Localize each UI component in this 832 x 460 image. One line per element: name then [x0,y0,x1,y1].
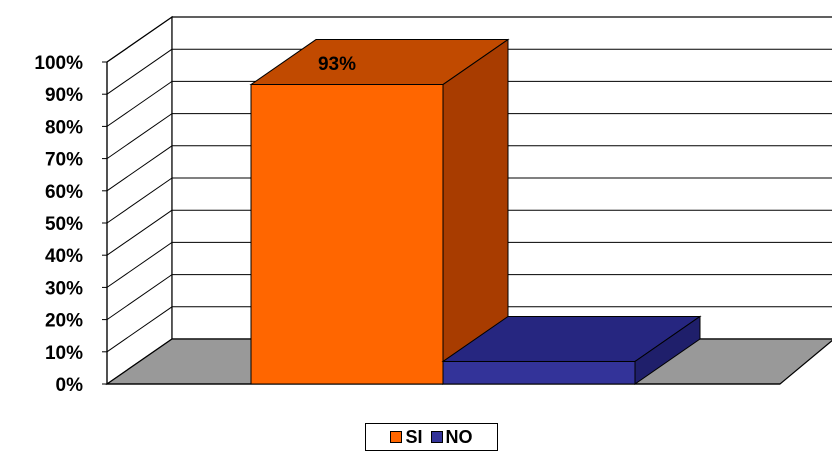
gridline-side [106,177,173,224]
legend-swatch-no [430,431,443,443]
gridline-side [106,16,173,63]
legend-label-si: SI [405,426,423,447]
legend-item-si: SI [390,426,423,448]
y-tick-label: 60% [45,182,83,203]
gridline-side [106,274,173,321]
y-tick-label: 100% [34,53,83,74]
y-tick-label: 30% [45,278,83,299]
y-tick-label: 80% [45,117,83,138]
y-tick-label: 0% [56,375,84,396]
y-tick-label: 40% [45,246,83,267]
data-label-si: 93% [318,54,356,75]
gridline-side [106,241,173,288]
bar-no-side [634,315,701,385]
legend-item-no: NO [430,426,473,448]
bar-no-front [442,360,636,385]
gridline-side [106,306,173,353]
gridline-side [106,209,173,256]
y-tick-label: 50% [45,214,83,235]
bar-si-front [250,84,444,385]
legend-label-no: NO [445,426,473,447]
gridline-side [106,113,173,160]
legend: SI NO [365,423,498,451]
gridline-side [106,48,173,95]
y-tick-label: 20% [45,311,83,332]
y-tick-label: 10% [45,343,83,364]
gridline-side [106,80,173,127]
y-tick-label: 90% [45,85,83,106]
y-tick-label: 70% [45,150,83,171]
gridline-side [106,145,173,192]
legend-swatch-si [390,431,403,443]
